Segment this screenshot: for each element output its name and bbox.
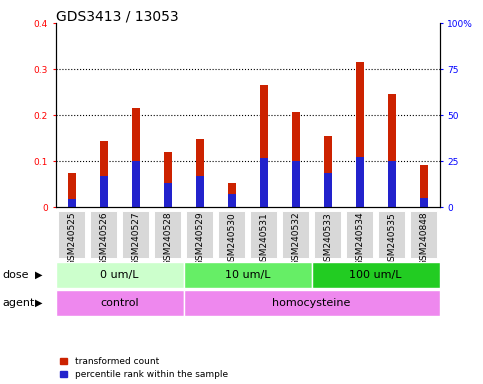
Bar [292, 111, 299, 207]
Bar [131, 108, 140, 207]
Bar [56, 262, 184, 288]
Bar [378, 211, 405, 258]
Bar [196, 139, 203, 207]
Bar [186, 211, 213, 258]
Bar [122, 211, 149, 258]
Text: ▶: ▶ [35, 298, 43, 308]
Text: GSM240525: GSM240525 [67, 212, 76, 266]
Text: GSM240535: GSM240535 [387, 212, 396, 266]
Text: GSM240848: GSM240848 [419, 212, 428, 266]
Text: GSM240533: GSM240533 [323, 212, 332, 266]
Text: 0 um/L: 0 um/L [100, 270, 139, 280]
Text: GDS3413 / 13053: GDS3413 / 13053 [56, 10, 178, 23]
Bar [312, 262, 440, 288]
Bar [292, 161, 299, 207]
Bar [68, 199, 75, 207]
Bar [99, 141, 108, 207]
Bar [227, 194, 236, 207]
Bar [184, 290, 440, 316]
Bar [324, 136, 331, 207]
Bar [90, 211, 117, 258]
Bar [411, 211, 437, 258]
Bar [346, 211, 373, 258]
Bar [420, 198, 427, 207]
Bar [218, 211, 245, 258]
Bar [314, 211, 341, 258]
Bar [56, 290, 184, 316]
Bar [355, 157, 364, 207]
Bar [420, 164, 427, 207]
Bar [68, 173, 75, 207]
Text: ▶: ▶ [35, 270, 43, 280]
Bar [227, 184, 236, 207]
Text: GSM240532: GSM240532 [291, 212, 300, 266]
Text: GSM240534: GSM240534 [355, 212, 364, 266]
Text: GSM240528: GSM240528 [163, 212, 172, 266]
Bar [283, 211, 309, 258]
Bar [99, 176, 108, 207]
Bar [58, 211, 85, 258]
Text: 100 um/L: 100 um/L [349, 270, 402, 280]
Bar [387, 94, 396, 207]
Bar [164, 152, 171, 207]
Text: 10 um/L: 10 um/L [225, 270, 270, 280]
Text: homocysteine: homocysteine [272, 298, 351, 308]
Bar [387, 161, 396, 207]
Text: GSM240529: GSM240529 [195, 212, 204, 266]
Bar [324, 173, 331, 207]
Text: GSM240526: GSM240526 [99, 212, 108, 266]
Text: GSM240530: GSM240530 [227, 212, 236, 266]
Bar [250, 211, 277, 258]
Bar [259, 85, 268, 207]
Bar [196, 176, 203, 207]
Bar [259, 158, 268, 207]
Bar [184, 262, 312, 288]
Bar [155, 211, 181, 258]
Text: control: control [100, 298, 139, 308]
Text: agent: agent [2, 298, 35, 308]
Text: GSM240527: GSM240527 [131, 212, 140, 266]
Bar [164, 184, 171, 207]
Text: GSM240531: GSM240531 [259, 212, 268, 266]
Bar [131, 161, 140, 207]
Text: dose: dose [2, 270, 29, 280]
Legend: transformed count, percentile rank within the sample: transformed count, percentile rank withi… [60, 357, 227, 379]
Bar [355, 62, 364, 207]
